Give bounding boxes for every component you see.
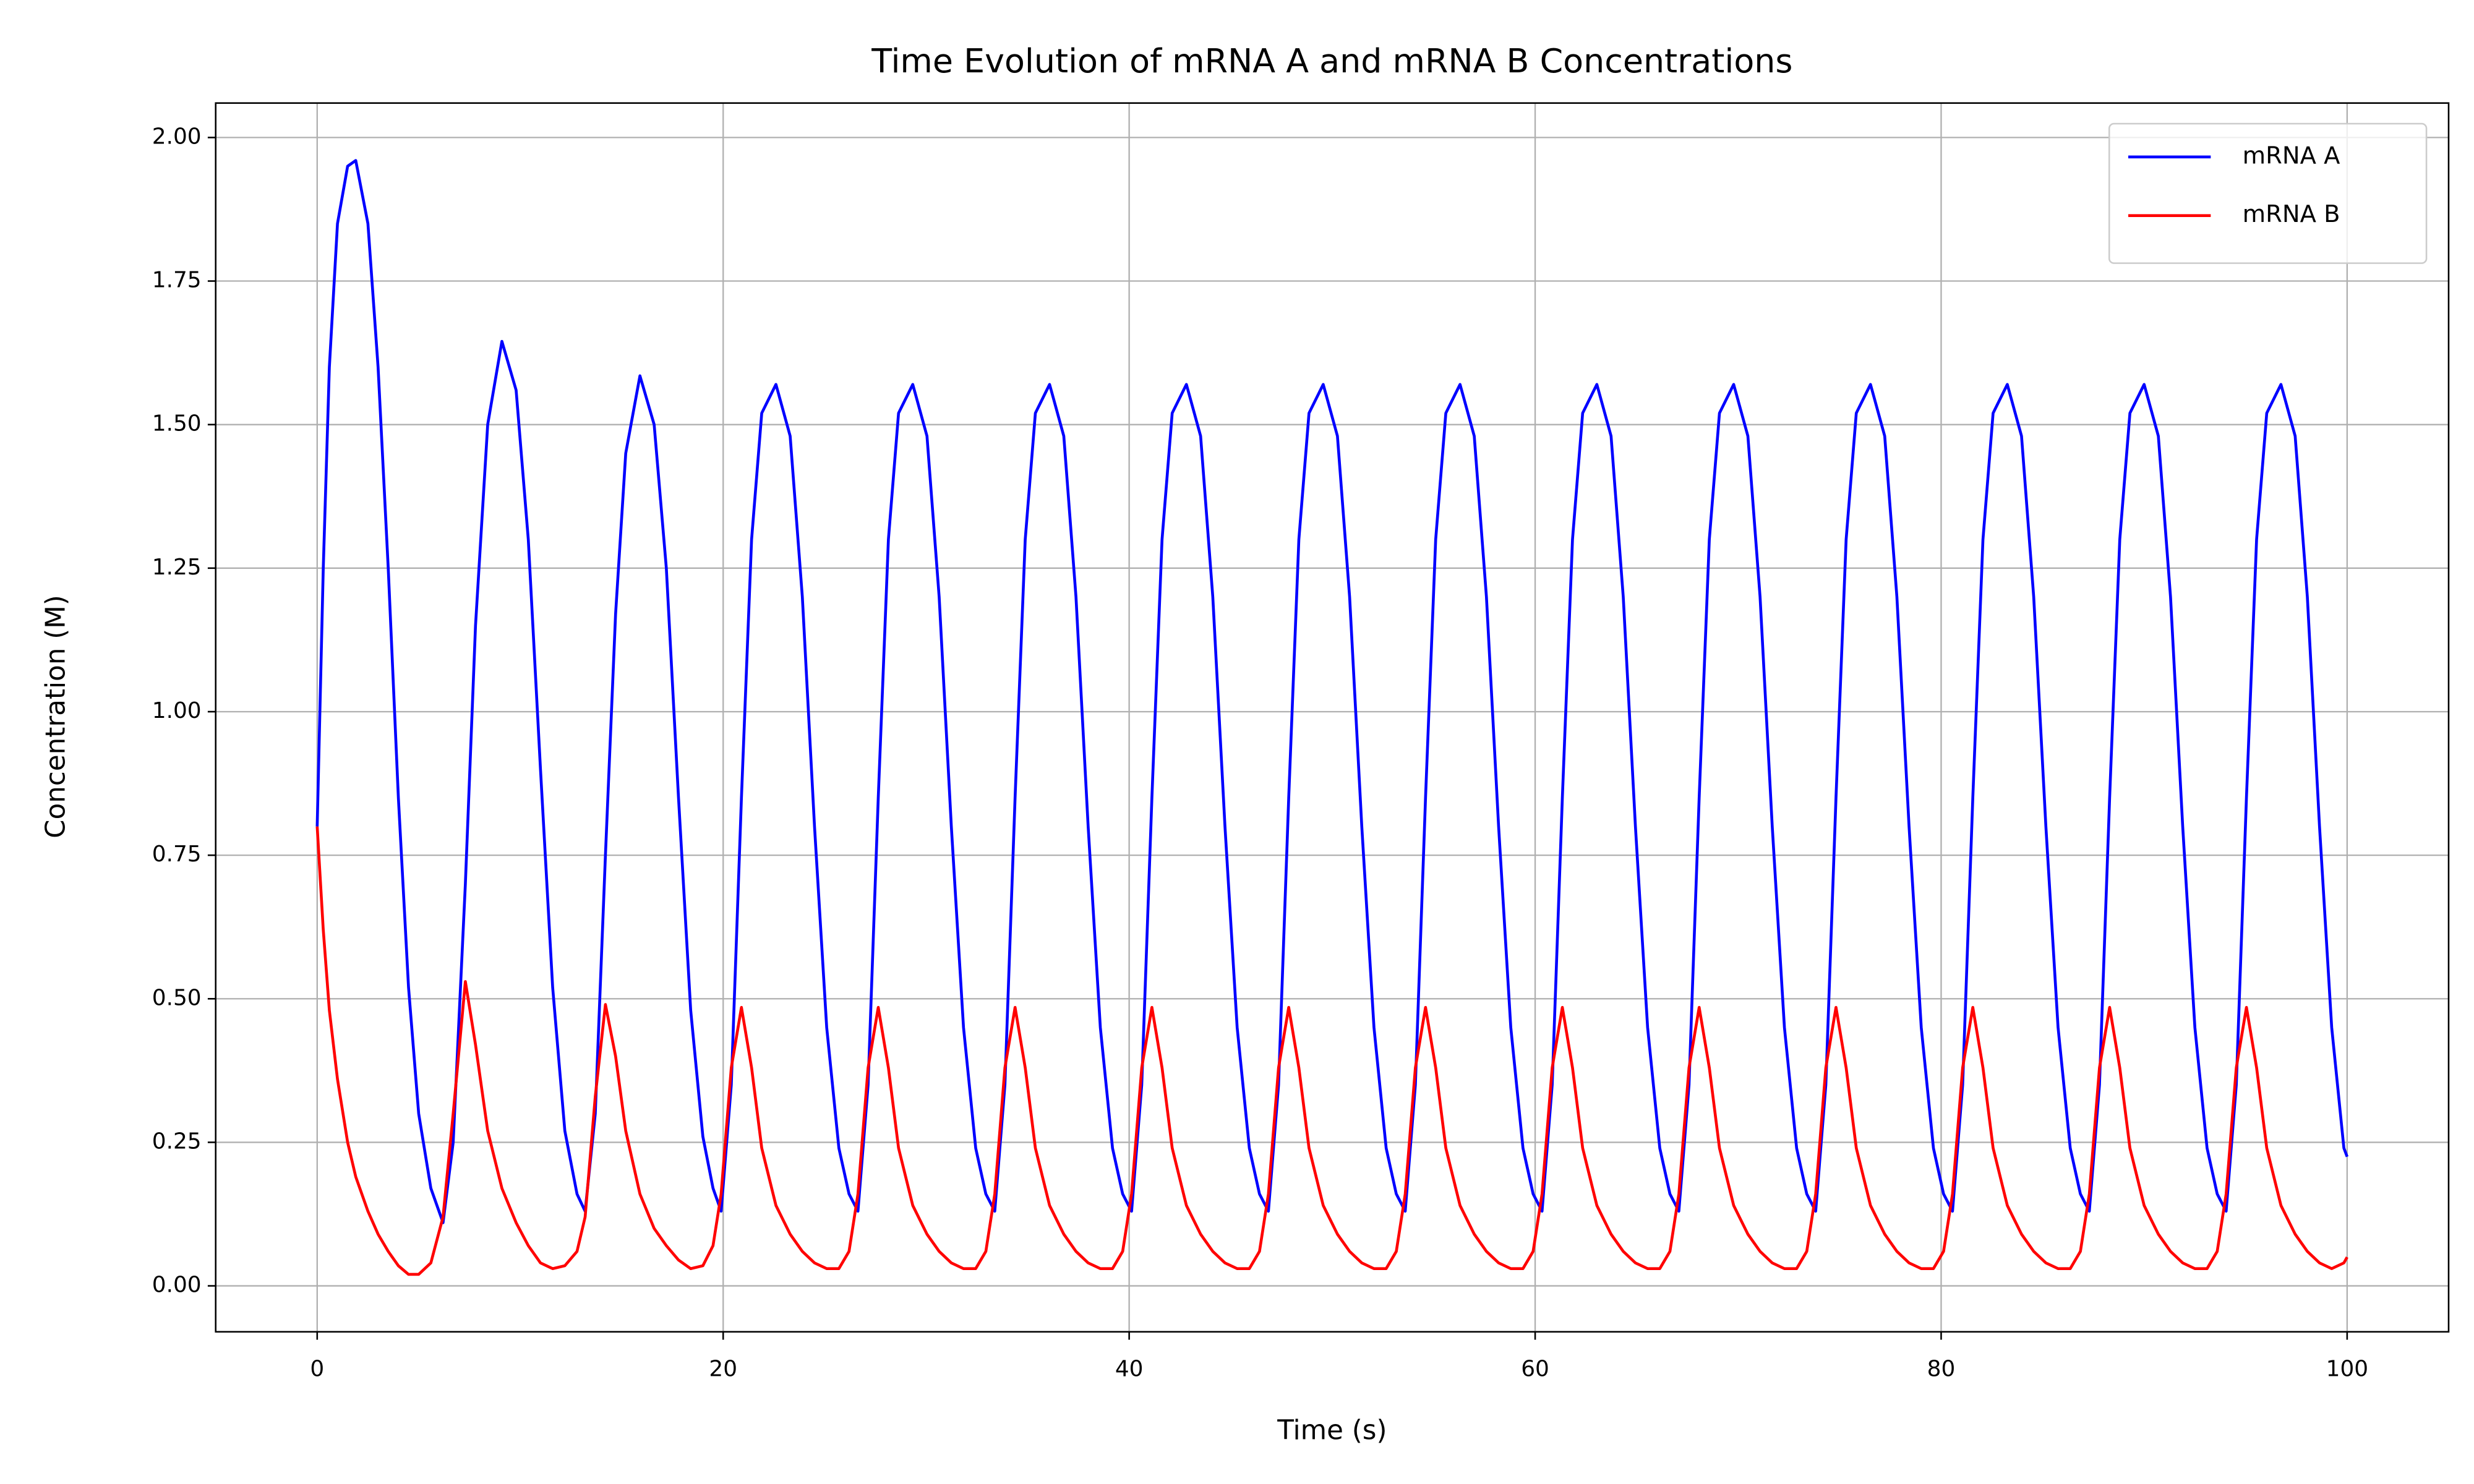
y-tick-label: 0.75 <box>152 842 202 867</box>
x-tick-label: 40 <box>1115 1356 1144 1381</box>
legend-label: mRNA A <box>2243 142 2340 169</box>
x-tick-label: 0 <box>310 1356 324 1381</box>
legend-box <box>2108 122 2428 264</box>
y-tick-label: 0.50 <box>152 985 202 1010</box>
y-axis-label: Concentration (M) <box>40 595 71 838</box>
legend-label: mRNA B <box>2243 200 2340 228</box>
data-line <box>315 159 2349 1224</box>
y-tick-label: 1.75 <box>152 268 202 293</box>
chart-title: Time Evolution of mRNA A and mRNA B Conc… <box>871 41 1792 80</box>
plot-frame <box>215 102 2450 1333</box>
x-tick-label: 60 <box>1521 1356 1549 1381</box>
y-tick-label: 1.00 <box>152 698 202 723</box>
y-tick-label: 1.50 <box>152 411 202 437</box>
y-tick-label: 1.25 <box>152 555 202 580</box>
x-tick-label: 80 <box>1927 1356 1956 1381</box>
y-tick-label: 0.00 <box>152 1273 202 1298</box>
x-tick-label: 100 <box>2326 1356 2368 1381</box>
x-tick-label: 20 <box>709 1356 737 1381</box>
data-line <box>315 826 2348 1276</box>
y-tick-label: 0.25 <box>152 1128 202 1154</box>
y-tick-label: 2.00 <box>152 124 202 149</box>
x-axis-label: Time (s) <box>1277 1415 1387 1446</box>
